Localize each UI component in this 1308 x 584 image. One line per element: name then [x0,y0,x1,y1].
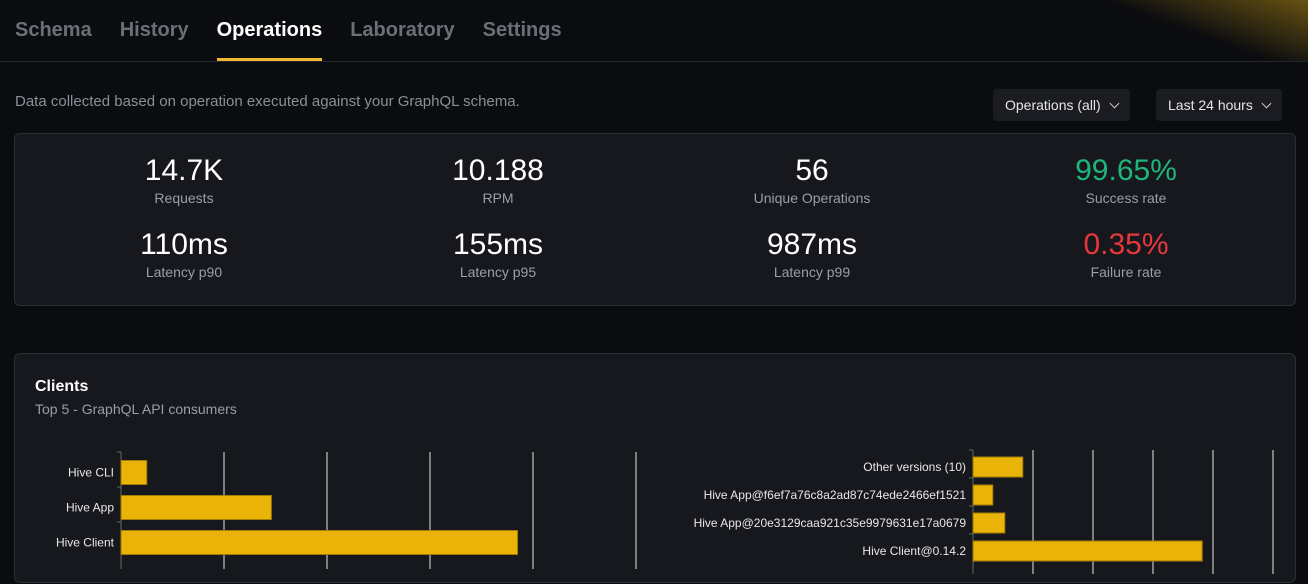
stat-label: Failure rate [1090,264,1162,280]
tab-history[interactable]: History [119,19,189,41]
stat-label: Latency p90 [145,264,223,280]
category-label: Hive Client [56,536,115,550]
stat-value: 987ms [766,228,858,261]
bar[interactable] [972,484,994,506]
stat-label: Success rate [1085,190,1167,206]
tab-settings[interactable]: Settings [482,19,562,41]
tab-schema[interactable]: Schema [15,19,92,41]
chevron-down-icon [1109,98,1120,108]
bar[interactable] [972,512,1006,534]
operations-filter-dropdown[interactable]: Operations (all) [993,89,1130,121]
stat-value: 99.65% [1075,154,1177,187]
stat-value: 56 [795,154,829,187]
bar[interactable] [120,460,148,485]
category-label: Hive App@20e3129caa921c35e9979631e17a067… [694,516,967,530]
bar[interactable] [120,495,272,520]
clients-card: Clients Top 5 - GraphQL API consumers Hi… [14,353,1296,583]
stat-latency-p90: 110ms Latency p90 [34,228,334,280]
stat-success-rate: 99.65% Success rate [976,154,1276,206]
category-label: Hive CLI [68,466,114,480]
clients-subtitle: Top 5 - GraphQL API consumers [35,401,237,417]
stat-value: 14.7K [144,154,224,187]
chevron-down-icon [1261,98,1272,108]
stat-value: 0.35% [1083,228,1169,261]
category-label: Hive App@f6ef7a76c8a2ad87c74ede2466ef152… [704,488,967,502]
stat-label: Latency p95 [459,264,537,280]
top-nav: Schema History Operations Laboratory Setting… [0,0,1308,62]
stat-failure-rate: 0.35% Failure rate [976,228,1276,280]
page-description: Data collected based on operation execut… [15,93,520,110]
period-filter-dropdown[interactable]: Last 24 hours [1156,89,1282,121]
stat-requests: 14.7K Requests [34,154,334,206]
tab-bar: Schema History Operations Laboratory Setting… [0,0,1308,62]
stat-unique-operations: 56 Unique Operations [662,154,962,206]
stat-latency-p95: 155ms Latency p95 [348,228,648,280]
category-label: Hive App [66,501,114,515]
bar[interactable] [972,540,1203,562]
stat-value: 155ms [452,228,544,261]
stat-label: Latency p99 [773,264,851,280]
client-versions-chart: Other versions (10) Hive App@f6ef7a76c8a2… [694,449,1274,574]
clients-title: Clients [35,378,89,395]
stat-label: Unique Operations [753,190,871,206]
clients-chart: Hive CLI Hive App Hive Client [56,451,637,569]
tab-laboratory[interactable]: Laboratory [350,19,455,41]
stat-value: 10.188 [452,154,544,187]
stat-latency-p99: 987ms Latency p99 [662,228,962,280]
stat-rpm: 10.188 RPM [348,154,648,206]
stats-panel: 14.7K Requests 10.188 RPM 56 Unique Operation… [14,133,1296,306]
category-label: Hive Client@0.14.2 [862,544,966,558]
bar[interactable] [972,456,1024,478]
stat-label: RPM [482,190,514,206]
stat-label: Requests [154,190,214,206]
operations-filter-label: Operations (all) [1005,97,1101,113]
tab-operations[interactable]: Operations [216,0,323,61]
period-filter-label: Last 24 hours [1168,97,1253,113]
stat-value: 110ms [140,228,228,261]
bar[interactable] [120,530,519,555]
category-label: Other versions (10) [863,460,966,474]
